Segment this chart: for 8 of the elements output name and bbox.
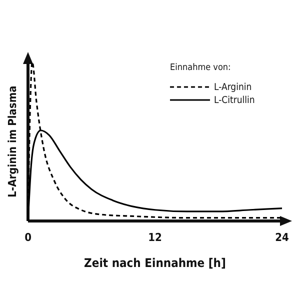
x-tick-label: 0 [24, 230, 32, 244]
x-axis-title: Zeit nach Einnahme [h] [84, 256, 226, 270]
x-tick-label: 24 [275, 230, 289, 244]
y-axis-title: L-Arginin im Plasma [6, 86, 19, 198]
legend-title: Einnahme von: [170, 63, 231, 73]
legend-label: L-Citrullin [214, 95, 255, 106]
legend-label: L-Arginin [214, 82, 252, 93]
x-tick-label: 12 [148, 230, 162, 244]
